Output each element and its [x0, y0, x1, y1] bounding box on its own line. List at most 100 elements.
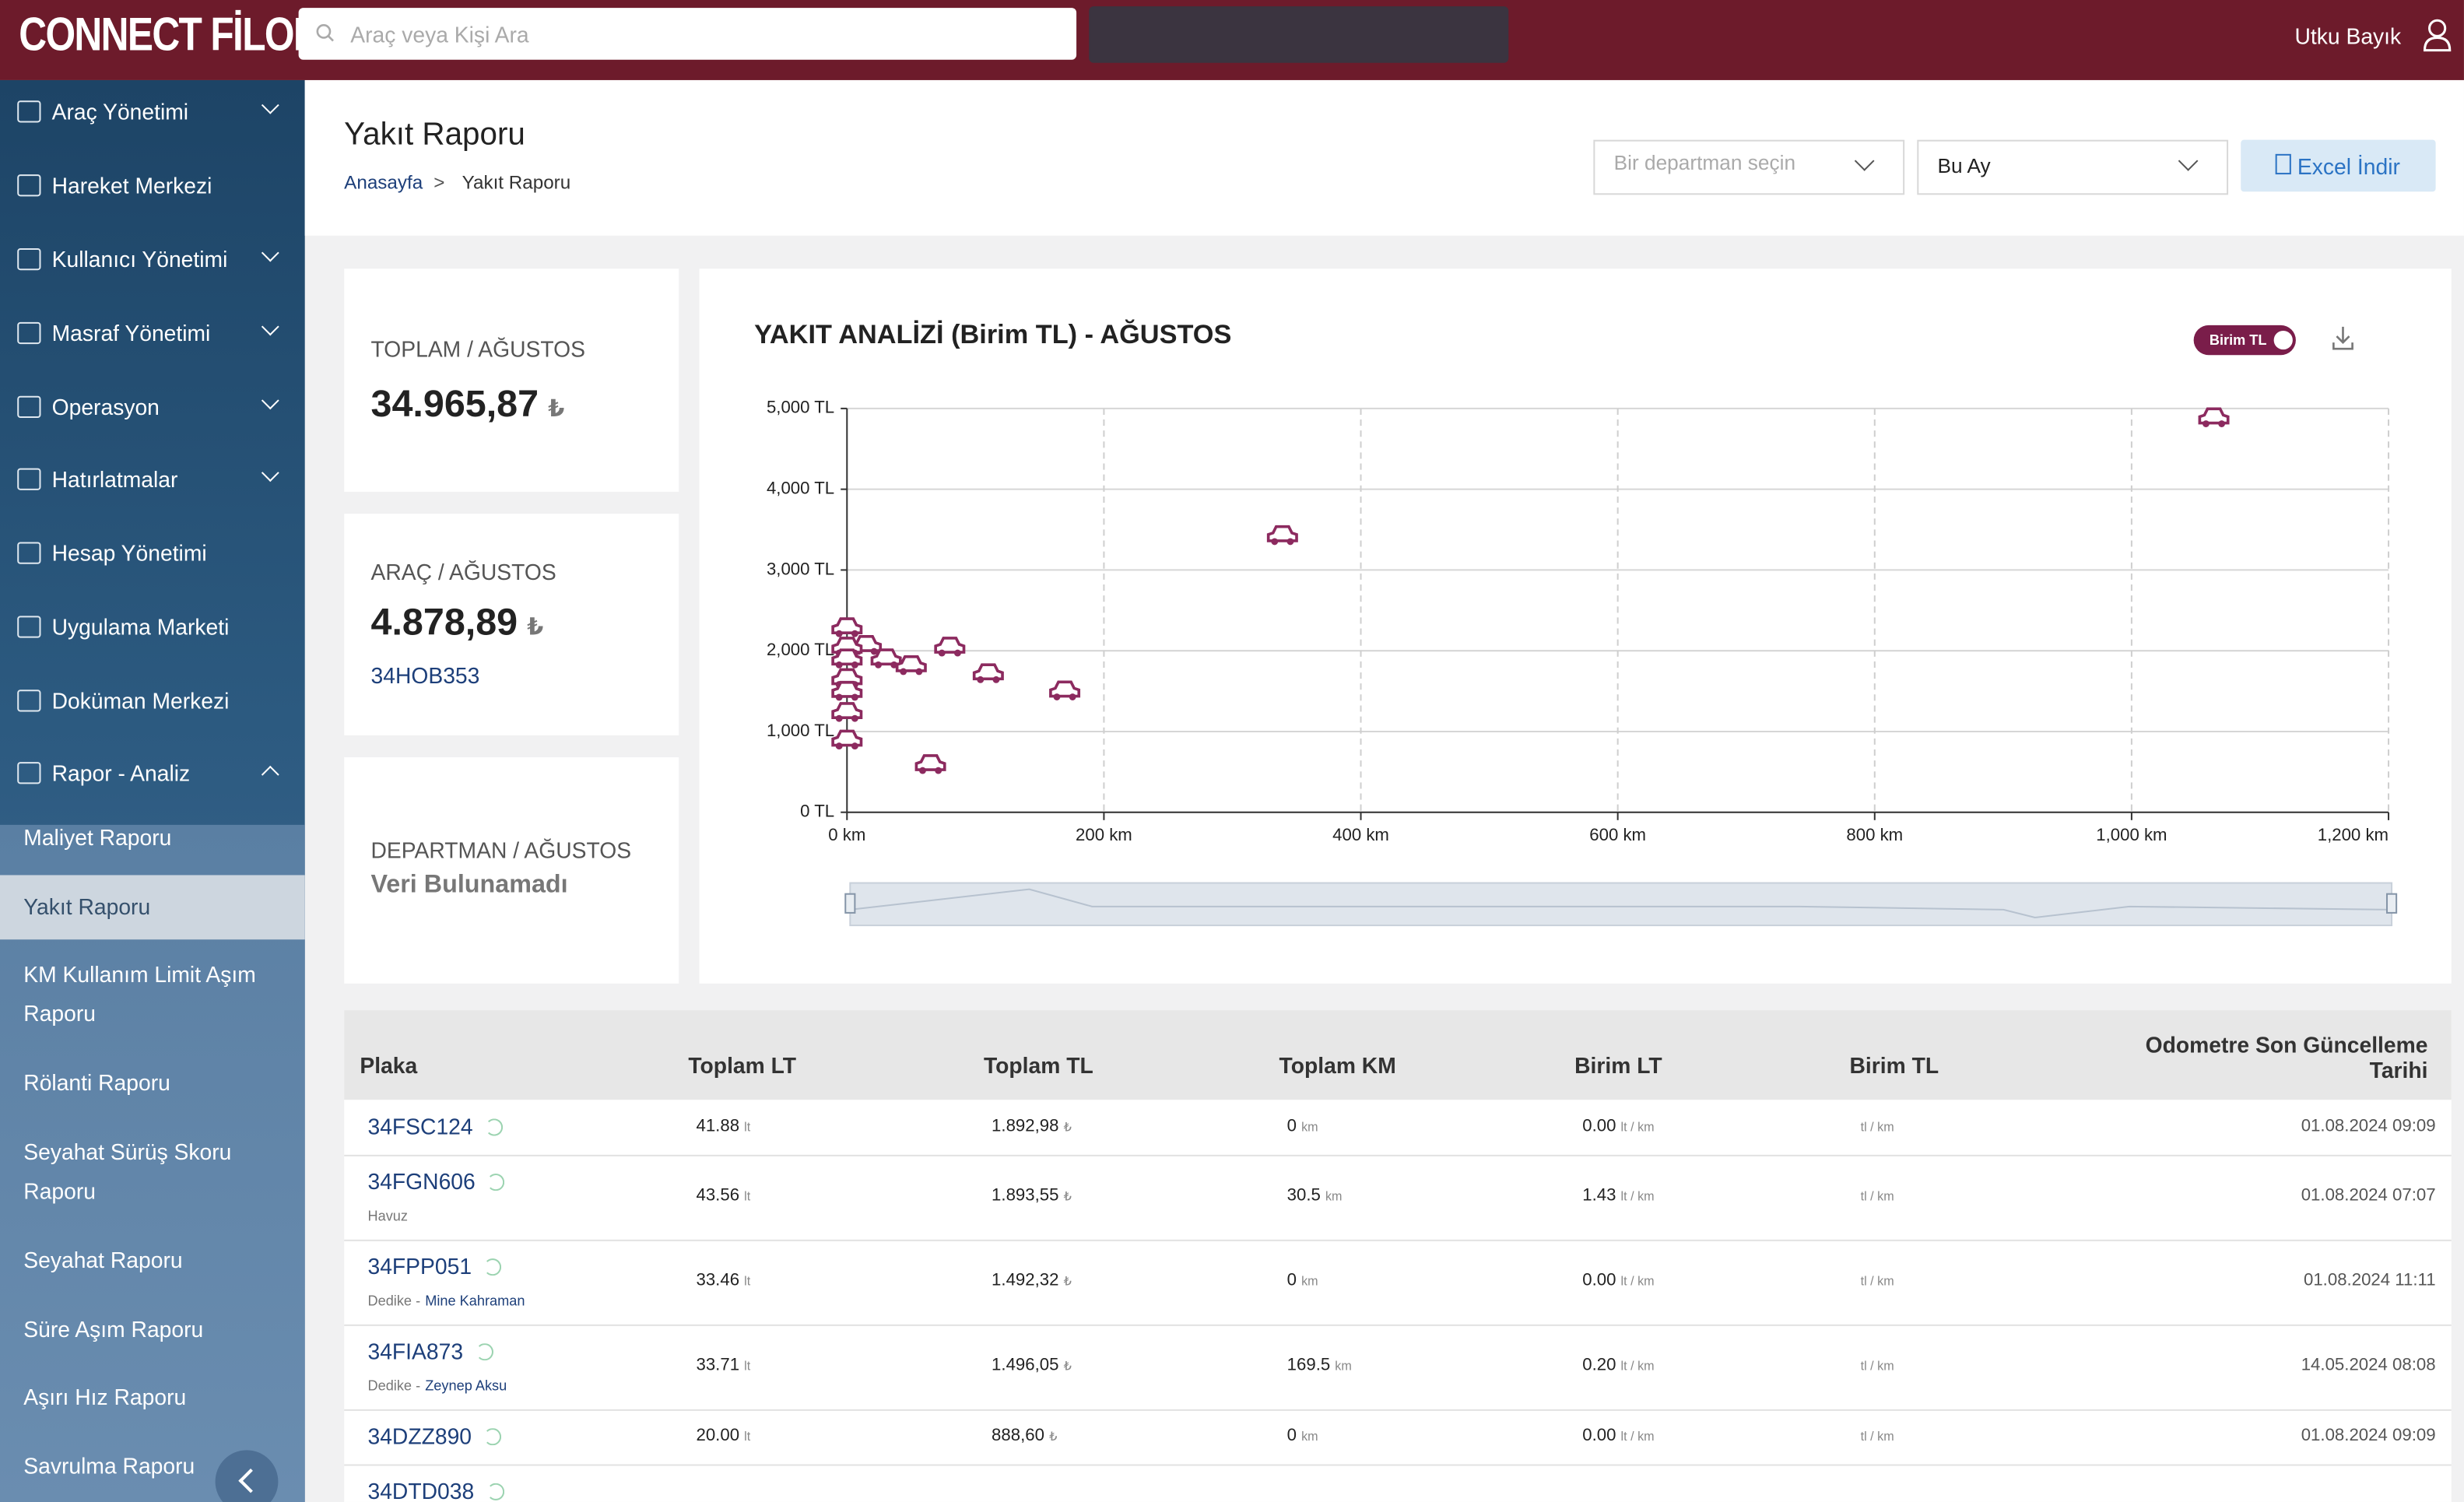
column-header: Toplam TL [984, 1053, 1093, 1078]
download-icon[interactable] [2333, 327, 2352, 349]
unit: km [1301, 1120, 1318, 1134]
value-cell: 1.492,32₺ [992, 1271, 1072, 1290]
card-label: TOPLAM / AĞUSTOS [371, 336, 585, 361]
car-wheel [977, 676, 984, 683]
range-slider[interactable] [845, 883, 2396, 926]
value-cell: 0km [1287, 1271, 1318, 1290]
logo[interactable]: CONNECT FİLOM [19, 9, 324, 63]
menu-item[interactable]: Araç Yönetimi [0, 77, 305, 149]
menu-item[interactable]: Uygulama Marketi [0, 592, 305, 665]
plate: 34DZZ890 [367, 1423, 472, 1448]
value: 0.20 [1582, 1356, 1616, 1374]
slider-handle[interactable] [845, 894, 855, 913]
unit: tl / km [1861, 1189, 1894, 1203]
table-row[interactable]: 34DZZ89020.00lt888,60₺0km0.00lt / kmtl /… [344, 1409, 2452, 1466]
column-header: Odometre Son Güncelleme Tarihi [2114, 1032, 2428, 1083]
car-body [833, 704, 861, 718]
car-body [916, 756, 944, 770]
value: 1.43 [1582, 1186, 1616, 1205]
menu-item[interactable]: Hatırlatmalar [0, 444, 305, 517]
user-name[interactable]: Utku Bayık [2294, 23, 2401, 48]
value: 33.46 [696, 1271, 739, 1290]
menu-item[interactable]: Doküman Merkezi [0, 666, 305, 739]
car-body [1051, 682, 1079, 696]
car-wheel [875, 662, 882, 669]
submenu-item[interactable]: Süre Aşım Raporu [0, 1311, 305, 1358]
submenu-item[interactable]: KM Kullanım Limit Aşım Raporu [0, 955, 305, 1049]
car-wheel [2218, 420, 2225, 427]
y-tick-label: 0 TL [800, 802, 834, 821]
x-tick-label: 600 km [1589, 825, 1646, 844]
plate-cell[interactable]: 34FIA873 [367, 1339, 493, 1363]
signal-icon [486, 1483, 504, 1500]
plate-cell[interactable]: 34DZZ890 [367, 1423, 501, 1448]
period-select[interactable]: Bu Ay [1917, 140, 2228, 195]
menu-item[interactable]: Hareket Merkezi [0, 151, 305, 223]
amount: 34.965,87 [371, 384, 539, 426]
car-point [935, 638, 963, 657]
signal-icon [484, 1428, 501, 1445]
value-cell: 33.71lt [696, 1356, 750, 1374]
x-tick-label: 1,200 km [2318, 825, 2389, 844]
value-cell: 0.00lt / km [1582, 1117, 1654, 1135]
car-wheel [1271, 538, 1278, 545]
card-value: Veri Bulunamadı [371, 872, 568, 900]
vehicle-selector[interactable] [1089, 6, 1508, 63]
plate-cell[interactable]: 34FSC124 [367, 1114, 503, 1139]
submenu-label: Seyahat Sürüş Skoru Raporu [23, 1133, 290, 1212]
table-row[interactable]: 34FIA873Dedike -Zeynep Aksu33.71lt1.496,… [344, 1325, 2452, 1411]
plate-cell[interactable]: 34FPP051 [367, 1254, 501, 1279]
value-cell: tl / km [1856, 1427, 1894, 1445]
car-wheel [851, 693, 858, 700]
assignment: Dedike -Mine Kahraman [367, 1293, 525, 1308]
department-select[interactable]: Bir departman seçin [1593, 140, 1904, 195]
button-label: Excel İndir [2297, 154, 2400, 179]
table-row[interactable]: 34FPP051Dedike -Mine Kahraman33.46lt1.49… [344, 1240, 2452, 1326]
menu-item[interactable]: Kullanıcı Yönetimi [0, 225, 305, 297]
submenu-item[interactable]: Seyahat Sürüş Skoru Raporu [0, 1133, 305, 1227]
submenu-label: Aşırı Hız Raporu [23, 1377, 290, 1416]
car-body [935, 638, 963, 652]
search-box[interactable]: Araç veya Kişi Ara [299, 8, 1076, 60]
menu-item[interactable]: Hesap Yönetimi [0, 518, 305, 591]
car-wheel [1054, 693, 1061, 700]
toggle[interactable]: Birim TL [2194, 325, 2296, 355]
card-label: ARAÇ / AĞUSTOS [371, 560, 556, 584]
column-header: Birim LT [1574, 1053, 1662, 1078]
submenu-label: Seyahat Raporu [23, 1241, 290, 1280]
value-cell: 30.5km [1287, 1186, 1343, 1205]
car-wheel [851, 630, 858, 637]
plate-link[interactable]: 34HOB353 [371, 663, 480, 688]
date-cell: 01.08.2024 11:11 [2304, 1271, 2436, 1290]
submenu-item[interactable]: Seyahat Raporu [0, 1241, 305, 1289]
submenu-item[interactable]: Rölanti Raporu [0, 1064, 305, 1111]
menu-item[interactable]: Operasyon [0, 372, 305, 444]
car-wheel [900, 669, 907, 676]
excel-button[interactable]: Excel İndir [2241, 140, 2435, 192]
menu-item[interactable]: Masraf Yönetimi [0, 299, 305, 371]
menu-label: Rapor - Analiz [52, 760, 191, 785]
slider-handle[interactable] [2387, 894, 2396, 913]
chart-panel: YAKIT ANALİZİ (Birim TL) - AĞUSTOS Birim… [699, 268, 2451, 984]
submenu-item[interactable]: Aşırı Hız Raporu [0, 1377, 305, 1425]
plate-cell[interactable]: 34DTD038 [367, 1479, 504, 1502]
card-label: DEPARTMAN / AĞUSTOS [371, 837, 632, 862]
table-row[interactable]: 34DTD038 [344, 1465, 2452, 1502]
menu-item[interactable]: Rapor - Analiz [0, 739, 305, 811]
submenu-item[interactable]: Maliyet Raporu [0, 819, 305, 876]
value-cell: 0.20lt / km [1582, 1356, 1654, 1374]
value: 1.496,05 [992, 1356, 1058, 1374]
value-cell: 0.00lt / km [1582, 1271, 1654, 1290]
unit: tl / km [1861, 1359, 1894, 1373]
table-row[interactable]: 34FSC12441.88lt1.892,98₺0km0.00lt / kmtl… [344, 1100, 2452, 1156]
x-tick-label: 400 km [1332, 825, 1389, 844]
table-row[interactable]: 34FGN606Havuz43.56lt1.893,55₺30.5km1.43l… [344, 1155, 2452, 1241]
unit: ₺ [1064, 1189, 1072, 1203]
submenu-item[interactable]: Yakıt Raporu [0, 875, 305, 939]
value-cell: 169.5km [1287, 1356, 1352, 1374]
user-icon[interactable] [2423, 19, 2451, 53]
breadcrumb-link[interactable]: Anasayfa [344, 171, 423, 193]
page-header: Yakıt Raporu Anasayfa > Yakıt Raporu Bir… [305, 80, 2464, 236]
plate-cell[interactable]: 34FGN606 [367, 1169, 505, 1194]
